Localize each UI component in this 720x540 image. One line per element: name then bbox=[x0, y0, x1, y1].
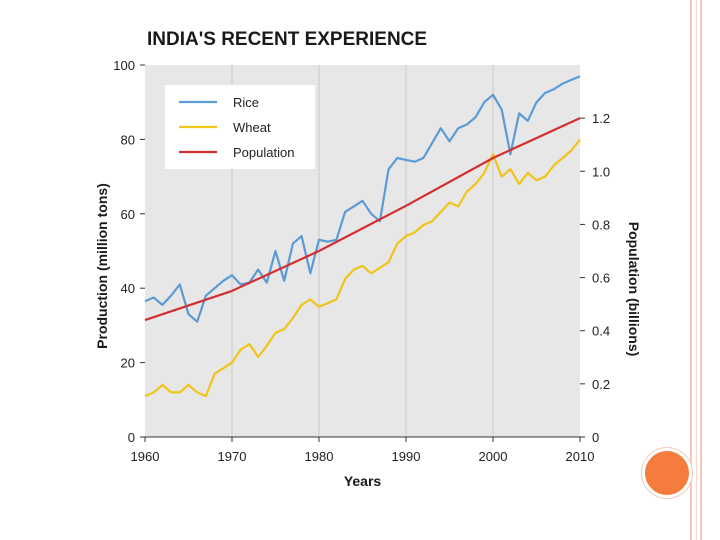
y2-axis-label: Population (billions) bbox=[626, 222, 642, 357]
y-tick-label: 0 bbox=[128, 430, 135, 445]
legend-label-population: Population bbox=[233, 145, 294, 160]
y-tick-label: 100 bbox=[113, 58, 135, 73]
y2-tick-label: 1.2 bbox=[592, 111, 610, 126]
series-line-wheat bbox=[144, 138, 581, 398]
y-tick-label: 20 bbox=[121, 356, 135, 371]
x-axis-label: Years bbox=[344, 473, 382, 489]
series-line-rice bbox=[144, 75, 581, 323]
x-tick-label: 2000 bbox=[479, 449, 508, 464]
slide-border-line bbox=[696, 0, 697, 540]
x-tick-label: 1960 bbox=[131, 449, 160, 464]
legend-label-wheat: Wheat bbox=[233, 120, 271, 135]
legend-label-rice: Rice bbox=[233, 95, 259, 110]
y2-tick-label: 1.0 bbox=[592, 164, 610, 179]
chart-title: INDIA'S RECENT EXPERIENCE bbox=[147, 29, 427, 50]
y2-tick-label: 0.6 bbox=[592, 271, 610, 286]
series-line-population bbox=[144, 117, 581, 322]
y-axis-label: Production (million tons) bbox=[95, 183, 110, 349]
india-production-chart: INDIA'S RECENT EXPERIENCE 1960 1970 1980 199… bbox=[95, 29, 642, 489]
y2-tick-label: 0.4 bbox=[592, 324, 610, 339]
slide-border-decoration bbox=[690, 0, 702, 540]
x-tick-label: 1980 bbox=[305, 449, 334, 464]
slide-bullet-circle bbox=[642, 448, 692, 498]
y-tick-label: 60 bbox=[121, 207, 135, 222]
y2-tick-label: 0.8 bbox=[592, 217, 610, 232]
x-tick-label: 1990 bbox=[392, 449, 421, 464]
y-tick-label: 80 bbox=[121, 132, 135, 147]
y2-tick-label: 0.2 bbox=[592, 377, 610, 392]
y-tick-label: 40 bbox=[121, 281, 135, 296]
x-tick-label: 1970 bbox=[218, 449, 247, 464]
y2-tick-label: 0 bbox=[592, 430, 599, 445]
x-tick-label: 2010 bbox=[566, 449, 595, 464]
